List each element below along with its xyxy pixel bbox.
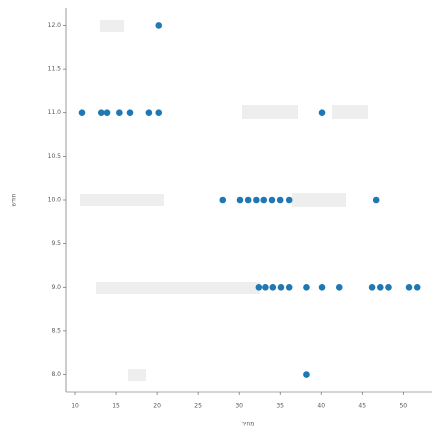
x-tick-label: 35 — [276, 403, 284, 410]
y-axis-label: חודש — [11, 193, 18, 206]
x-tick-label: 45 — [358, 403, 366, 410]
point — [103, 109, 111, 117]
point — [116, 109, 123, 117]
point — [126, 109, 134, 117]
point — [368, 283, 376, 291]
x-tick-label: 50 — [399, 403, 407, 410]
point — [260, 196, 268, 204]
point — [262, 283, 269, 291]
point — [285, 283, 293, 291]
point — [269, 283, 277, 291]
x-tick-label: 15 — [112, 403, 120, 410]
y-tick-label: 9.0 — [51, 284, 61, 291]
point — [303, 283, 310, 291]
y-tick-label: 8.5 — [51, 327, 61, 334]
y-tick-label: 9.5 — [51, 240, 61, 247]
y-tick-label: 11.0 — [48, 109, 62, 116]
point — [285, 196, 293, 204]
point — [318, 283, 326, 291]
label-boxes — [80, 20, 368, 381]
x-axis-label: מחיר — [242, 421, 255, 428]
point — [155, 109, 163, 117]
point — [413, 283, 421, 291]
y-tick-label: 10.5 — [48, 153, 62, 160]
point — [377, 283, 384, 291]
point — [372, 196, 380, 204]
y-tick-label: 10.0 — [48, 197, 62, 204]
x-tick-label: 10 — [71, 403, 79, 410]
point — [145, 109, 153, 117]
x-tick-label: 20 — [153, 403, 161, 410]
point — [318, 109, 326, 117]
point — [255, 283, 263, 291]
point — [244, 196, 252, 204]
point — [277, 283, 285, 291]
point — [268, 196, 276, 204]
point — [253, 196, 260, 204]
point — [405, 283, 413, 291]
y-tick-label: 8.0 — [51, 371, 61, 378]
point — [335, 283, 343, 291]
point — [97, 109, 105, 117]
point — [276, 196, 284, 204]
y-tick-label: 12.0 — [48, 22, 62, 29]
point — [155, 22, 163, 29]
x-tick-label: 30 — [235, 403, 243, 410]
point — [385, 283, 392, 291]
point — [236, 196, 244, 204]
x-tick-label: 40 — [317, 403, 325, 410]
x-tick-label: 25 — [194, 403, 202, 410]
point — [303, 371, 310, 378]
y-tick-label: 11.5 — [48, 66, 62, 73]
point — [219, 196, 227, 204]
point — [78, 109, 86, 117]
